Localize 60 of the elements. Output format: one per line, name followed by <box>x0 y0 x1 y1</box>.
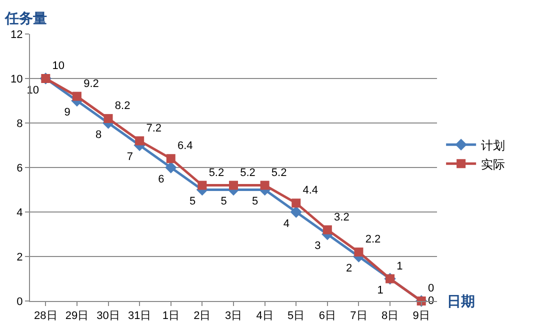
data-label: 8.2 <box>114 100 130 112</box>
data-label: 3.2 <box>334 211 350 224</box>
y-tick-label: 6 <box>16 162 23 174</box>
data-label: 5 <box>220 196 227 208</box>
y-tick-label: 4 <box>16 206 23 219</box>
x-tick-label: 7日 <box>350 310 368 322</box>
data-label: 5.2 <box>240 166 256 179</box>
x-tick-label: 31日 <box>128 310 152 322</box>
point <box>290 206 302 218</box>
x-tick-label: 2日 <box>194 310 211 322</box>
data-label: 2 <box>346 262 352 274</box>
data-label: 5 <box>252 196 258 208</box>
point <box>354 248 364 257</box>
x-tick-label: 28日 <box>34 310 58 322</box>
point <box>72 92 82 101</box>
x-tick-label: 8日 <box>381 310 399 322</box>
y-tick-label: 2 <box>16 251 23 264</box>
point <box>198 180 207 190</box>
x-tick-label: 9日 <box>412 310 430 322</box>
data-label: 4.4 <box>302 184 318 197</box>
x-tick-label: 4日 <box>256 310 274 322</box>
x-tick-label: 5日 <box>288 310 305 322</box>
y-tick-label: 12 <box>10 28 23 41</box>
point <box>135 136 144 146</box>
data-label: 8 <box>96 128 102 141</box>
x-tick-label: 3日 <box>224 310 242 322</box>
x-tick-label: 6日 <box>318 310 336 322</box>
data-label: 0 <box>428 282 434 295</box>
data-label: 6 <box>158 173 164 186</box>
legend-label: 实际 <box>481 157 506 172</box>
point <box>292 198 301 208</box>
x-tick-label: 29日 <box>65 310 89 322</box>
data-label: 4 <box>283 218 290 230</box>
x-tick-label: 1日 <box>162 310 180 322</box>
data-label: 9.2 <box>84 78 99 90</box>
data-label: 2.2 <box>365 234 381 246</box>
point <box>229 180 238 190</box>
point <box>322 225 332 234</box>
x-tick-label: 30日 <box>96 310 120 322</box>
data-label: 5.2 <box>208 166 224 179</box>
data-label: 7.2 <box>146 122 162 134</box>
data-label: 9 <box>64 106 70 119</box>
data-label: 6.4 <box>178 140 193 152</box>
data-label: 3 <box>314 240 321 252</box>
x-axis-title: 日期 <box>447 293 475 309</box>
y-axis-title: 任务量 <box>4 10 47 26</box>
point <box>165 162 177 174</box>
point <box>104 114 113 124</box>
data-label: 1 <box>396 260 403 272</box>
data-label: 5 <box>189 196 196 208</box>
legend-label: 计划 <box>481 138 506 152</box>
data-label: 1 <box>377 284 384 297</box>
y-tick-label: 0 <box>16 296 23 308</box>
data-label: 5.2 <box>271 166 287 179</box>
y-tick-label: 10 <box>10 73 23 86</box>
y-tick-label: 8 <box>16 118 23 130</box>
data-label: 7 <box>126 151 133 164</box>
point <box>166 154 176 164</box>
point <box>260 180 270 190</box>
data-label: 10 <box>52 60 65 72</box>
